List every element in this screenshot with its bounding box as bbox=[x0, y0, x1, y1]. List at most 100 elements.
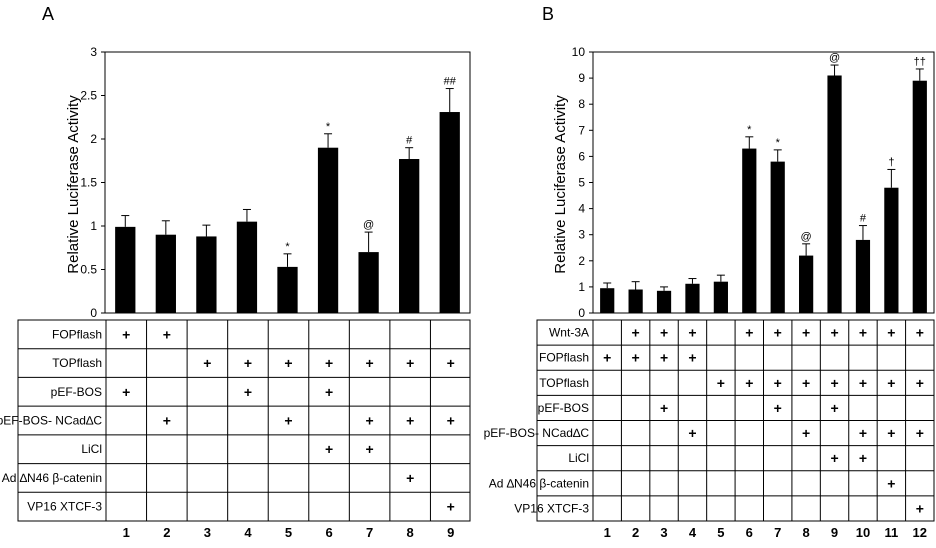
plus-mark: + bbox=[603, 350, 611, 366]
plus-mark: + bbox=[406, 470, 414, 486]
significance-mark: @ bbox=[829, 52, 840, 64]
column-number: 2 bbox=[632, 525, 639, 540]
plus-mark: + bbox=[802, 325, 810, 341]
column-number: 4 bbox=[244, 525, 252, 540]
plus-mark: + bbox=[887, 325, 895, 341]
plus-mark: + bbox=[887, 425, 895, 441]
plus-mark: + bbox=[916, 325, 924, 341]
significance-mark: * bbox=[747, 124, 752, 136]
bar bbox=[713, 281, 728, 313]
significance-mark: @ bbox=[801, 231, 812, 243]
y-tick-label: 6 bbox=[578, 149, 585, 163]
table-row-label: pEF-BOS- NCad∆C bbox=[0, 414, 102, 428]
y-tick-label: 0 bbox=[90, 306, 97, 320]
plus-mark: + bbox=[774, 400, 782, 416]
table-row-label: Ad ∆N46 β-catenin bbox=[489, 476, 589, 490]
bar bbox=[155, 234, 176, 313]
y-tick-label: 0.5 bbox=[80, 263, 97, 277]
y-tick-label: 5 bbox=[578, 176, 585, 190]
plus-mark: + bbox=[859, 325, 867, 341]
plus-mark: + bbox=[830, 375, 838, 391]
column-number: 8 bbox=[803, 525, 810, 540]
table-frame bbox=[17, 319, 471, 522]
column-number: 6 bbox=[746, 525, 753, 540]
bar bbox=[196, 236, 217, 313]
bar bbox=[799, 255, 814, 313]
plus-mark: + bbox=[830, 325, 838, 341]
y-axis-label: Relative Luciferase Activity bbox=[65, 95, 82, 274]
plus-mark: + bbox=[163, 413, 171, 429]
bar bbox=[770, 161, 785, 313]
y-tick-label: 1 bbox=[90, 219, 97, 233]
table-row-label: LiCl bbox=[81, 442, 102, 456]
column-number: 5 bbox=[285, 525, 292, 540]
plus-mark: + bbox=[688, 350, 696, 366]
y-tick-label: 2 bbox=[90, 132, 97, 146]
plus-mark: + bbox=[163, 326, 171, 342]
y-tick-label: 9 bbox=[578, 71, 585, 85]
plus-mark: + bbox=[887, 375, 895, 391]
column-number: 7 bbox=[366, 525, 373, 540]
table-row-label: FOPflash bbox=[539, 351, 589, 365]
significance-mark: †† bbox=[914, 56, 926, 68]
y-tick-label: 2.5 bbox=[80, 89, 97, 103]
column-number: 1 bbox=[604, 525, 611, 540]
plus-mark: + bbox=[859, 425, 867, 441]
bar bbox=[628, 289, 643, 313]
bar bbox=[912, 80, 927, 314]
column-number: 6 bbox=[325, 525, 332, 540]
y-tick-label: 3 bbox=[578, 228, 585, 242]
plus-mark: + bbox=[447, 413, 455, 429]
table-row-label: FOPflash bbox=[52, 327, 102, 341]
bar bbox=[656, 290, 672, 313]
plus-mark: + bbox=[325, 355, 333, 371]
plus-mark: + bbox=[632, 350, 640, 366]
y-tick-label: 1 bbox=[578, 280, 585, 294]
plus-mark: + bbox=[660, 400, 668, 416]
plus-mark: + bbox=[802, 425, 810, 441]
plus-mark: + bbox=[660, 350, 668, 366]
bar bbox=[742, 148, 757, 313]
plus-mark: + bbox=[688, 425, 696, 441]
column-number: 3 bbox=[660, 525, 667, 540]
plus-mark: + bbox=[859, 450, 867, 466]
significance-mark: † bbox=[888, 156, 894, 168]
y-tick-label: 8 bbox=[578, 97, 585, 111]
plus-mark: + bbox=[830, 400, 838, 416]
bar bbox=[827, 75, 842, 314]
y-tick-label: 10 bbox=[572, 45, 586, 59]
table-row-label: LiCl bbox=[568, 451, 589, 465]
plus-mark: + bbox=[406, 355, 414, 371]
table-row-label: TOPflash bbox=[539, 376, 589, 390]
plus-mark: + bbox=[284, 413, 292, 429]
plus-mark: + bbox=[632, 325, 640, 341]
bar bbox=[317, 147, 339, 313]
plus-mark: + bbox=[325, 441, 333, 457]
plus-mark: + bbox=[887, 475, 895, 491]
bar bbox=[236, 221, 258, 313]
plus-mark: + bbox=[774, 375, 782, 391]
y-tick-label: 0 bbox=[578, 306, 585, 320]
table-row-label: VP16 XTCF-3 bbox=[514, 501, 589, 515]
significance-mark: @ bbox=[363, 219, 374, 231]
column-number: 4 bbox=[689, 525, 697, 540]
significance-mark: * bbox=[326, 121, 331, 133]
column-number: 2 bbox=[163, 525, 170, 540]
table-row-label: pEF-BOS bbox=[51, 385, 102, 399]
column-number: 11 bbox=[885, 525, 899, 540]
significance-mark: * bbox=[285, 241, 290, 253]
plus-mark: + bbox=[830, 450, 838, 466]
plus-mark: + bbox=[660, 325, 668, 341]
column-number: 9 bbox=[447, 525, 454, 540]
plus-mark: + bbox=[122, 326, 130, 342]
table-row-label: TOPflash bbox=[52, 356, 102, 370]
table-row-label: Wnt-3A bbox=[549, 326, 589, 340]
panel-letter: B bbox=[542, 4, 554, 24]
plus-mark: + bbox=[244, 384, 252, 400]
plus-mark: + bbox=[447, 355, 455, 371]
column-number: 10 bbox=[856, 525, 870, 540]
plus-mark: + bbox=[802, 375, 810, 391]
table-row-label: VP16 XTCF-3 bbox=[27, 500, 102, 514]
column-number: 7 bbox=[774, 525, 781, 540]
